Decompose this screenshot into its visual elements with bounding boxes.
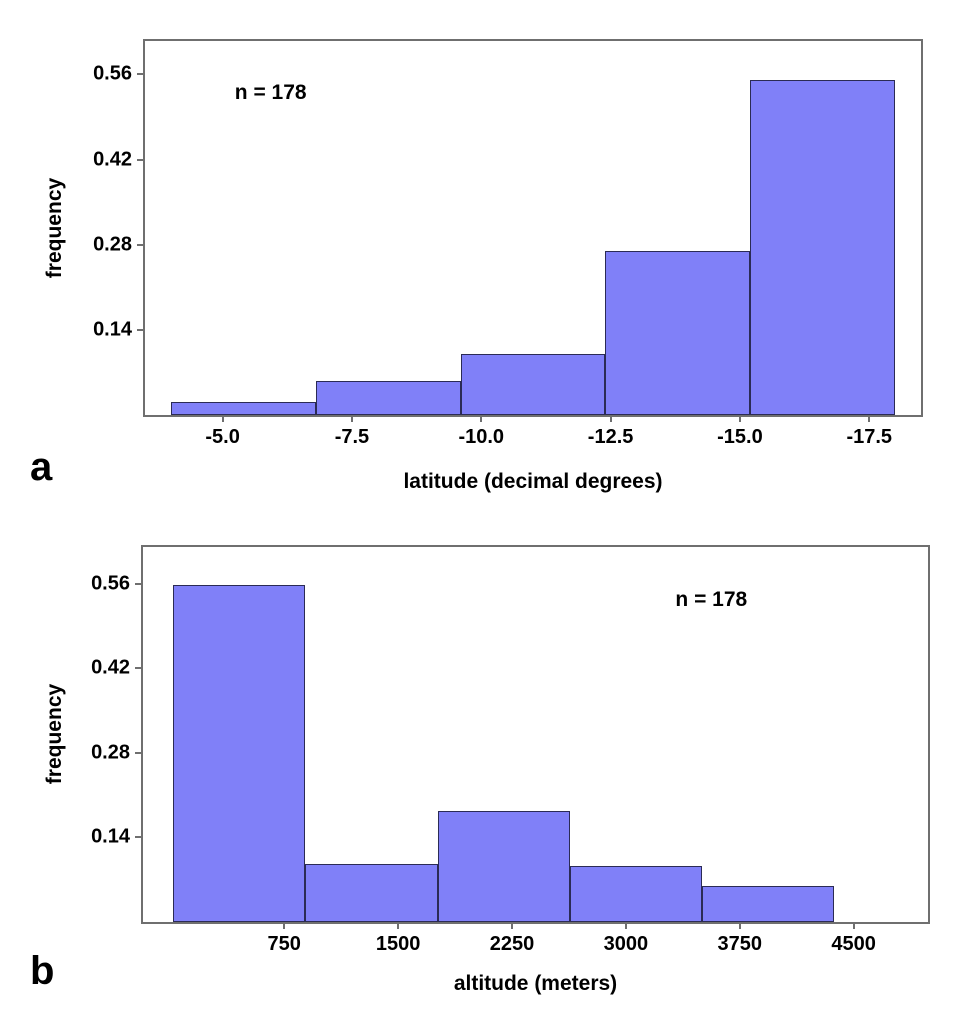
- histogram-bar: [173, 585, 306, 922]
- histogram-bar: [315, 380, 461, 415]
- y-axis-tick: [135, 667, 143, 670]
- histogram-bar: [605, 250, 751, 415]
- x-axis-tick: [510, 922, 513, 929]
- x-axis-tick: [283, 922, 286, 929]
- x-axis-tick: [624, 922, 627, 929]
- x-tick-label: -5.0: [205, 426, 240, 448]
- x-axis-tick: [221, 415, 224, 422]
- sample-size-annotation: n = 178: [675, 587, 748, 611]
- y-axis-tick: [135, 751, 143, 754]
- x-tick-label: -12.5: [587, 426, 634, 448]
- histogram-bar: [437, 810, 570, 922]
- y-tick-label: 0.28: [91, 741, 130, 764]
- plot-area-a: n = 178 -5.0 -7.5 -10.0 -12.5 -15.0 -17.5 0.14…: [93, 39, 923, 448]
- histogram-bar: [305, 864, 438, 922]
- histogram-bar: [569, 866, 702, 922]
- y-axis-tick: [137, 158, 145, 161]
- x-tick-label: 3000: [603, 933, 649, 955]
- x-axis-tick: [868, 415, 871, 422]
- y-axis-tick: [135, 836, 143, 839]
- plot-area-b: n = 178 750 1500 2250 3000 3750 4500 0.14 0.28 0…: [91, 545, 930, 955]
- y-tick-label: 0.56: [93, 62, 132, 85]
- x-axis-tick: [609, 415, 612, 422]
- panel-letter-b: b: [30, 949, 55, 993]
- x-axis-tick: [480, 415, 483, 422]
- y-axis-tick: [135, 582, 143, 585]
- histogram-bar: [750, 79, 896, 415]
- y-axis-title: frequency: [43, 683, 66, 785]
- y-tick-label: 0.14: [93, 318, 132, 341]
- sample-size-annotation: n = 178: [234, 81, 307, 105]
- y-tick-label: 0.42: [91, 656, 130, 679]
- x-tick-label: 750: [267, 933, 301, 955]
- x-tick-label: 4500: [831, 933, 876, 955]
- x-tick-label: -15.0: [717, 426, 763, 448]
- panel-letter-a: a: [30, 445, 53, 489]
- y-tick-label: 0.14: [91, 825, 130, 848]
- y-axis-tick: [137, 328, 145, 331]
- x-axis-tick: [738, 415, 741, 422]
- x-axis-tick: [852, 922, 855, 929]
- y-tick-label: 0.56: [91, 572, 130, 595]
- y-axis-title: frequency: [43, 177, 66, 279]
- y-axis-tick: [137, 243, 145, 246]
- x-tick-label: 3750: [717, 933, 762, 955]
- x-axis-title: latitude (decimal degrees): [403, 470, 663, 493]
- y-axis-tick: [137, 73, 145, 76]
- x-tick-label: -10.0: [458, 426, 505, 448]
- x-axis-tick: [738, 922, 741, 929]
- histogram-bar: [460, 353, 606, 415]
- y-tick-label: 0.42: [93, 148, 132, 171]
- x-tick-label: 1500: [375, 933, 421, 955]
- x-tick-label: 2250: [489, 933, 535, 955]
- y-tick-label: 0.28: [93, 233, 132, 256]
- histogram-bar: [701, 886, 834, 922]
- x-axis-tick: [397, 922, 400, 929]
- histogram-bar: [170, 401, 316, 415]
- x-axis-tick: [350, 415, 353, 422]
- x-tick-label: -17.5: [846, 426, 893, 448]
- x-tick-label: -7.5: [334, 426, 370, 448]
- x-axis-title: altitude (meters): [453, 972, 618, 995]
